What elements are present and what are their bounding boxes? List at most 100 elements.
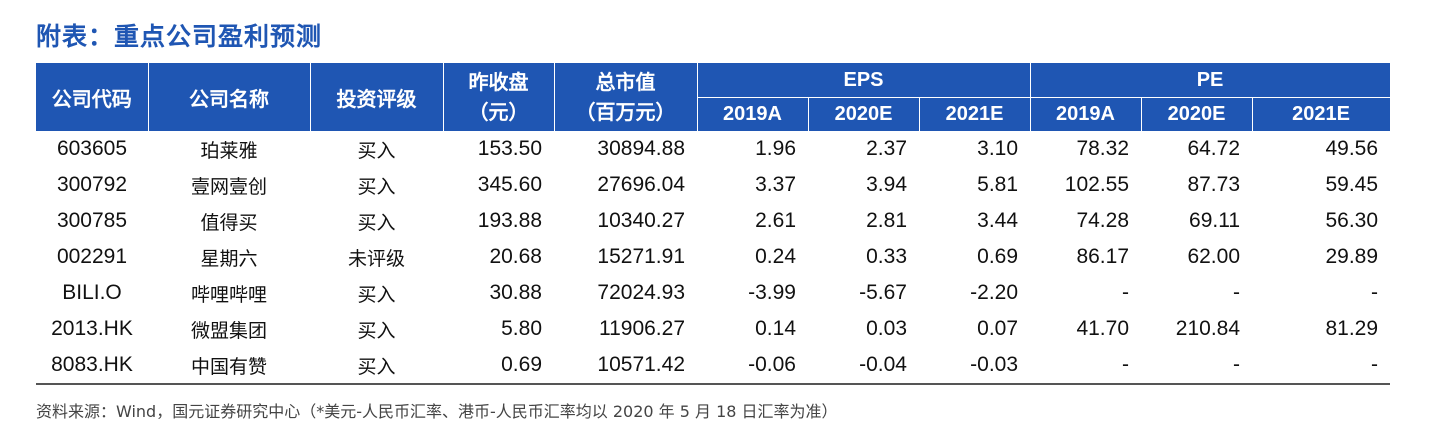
cell-pe-2019: 102.55 <box>1064 173 1130 196</box>
cell-close: 193.88 <box>477 209 542 232</box>
cell-rating: 买入 <box>310 347 443 385</box>
cell-pe-2020: 69.11 <box>1189 209 1241 232</box>
table-row: 2013.HK 微盟集团 买入 5.80 11906.27 0.14 0.03 … <box>36 311 1390 347</box>
cell-mcap: 72024.93 <box>597 281 685 304</box>
table-row: 300792 壹网壹创 买入 345.60 27696.04 3.37 3.94… <box>36 167 1390 203</box>
header-pe-2019: 2019A <box>1029 97 1142 131</box>
table-row: 8083.HK 中国有赞 买入 0.69 10571.42 -0.06 -0.0… <box>36 347 1391 385</box>
source-note: 资料来源：Wind，国元证券研究中心（*美元-人民币汇率、港币-人民币汇率均以 … <box>36 402 838 421</box>
page-title: 附表：重点公司盈利预测 <box>36 23 323 51</box>
cell-name: 珀莱雅 <box>200 139 258 162</box>
cell-name: 壹网壹创 <box>190 175 267 198</box>
table-row: BILI.O 哔哩哔哩 买入 30.88 72024.93 -3.99 -5.6… <box>36 275 1390 311</box>
cell-eps-2021: -2.20 <box>970 281 1019 304</box>
cell-pe-2021: - <box>1252 347 1391 385</box>
cell-pe-2019: 86.17 <box>1076 245 1130 268</box>
cell-code: 2013.HK <box>51 317 133 340</box>
cell-mcap: 15271.91 <box>597 245 685 268</box>
cell-eps-2020: -0.04 <box>808 347 919 385</box>
cell-name: 哔哩哔哩 <box>190 283 267 306</box>
cell-close: 345.60 <box>477 173 542 196</box>
cell-pe-2020: 64.72 <box>1187 137 1241 160</box>
header-rating: 投资评级 <box>309 63 444 131</box>
header-eps-2020: 2020E <box>807 97 920 131</box>
cell-pe-2019: - <box>1122 281 1130 304</box>
cell-code: 002291 <box>56 245 128 268</box>
cell-pe-2019: 78.32 <box>1076 137 1130 160</box>
cell-eps-2020: 2.37 <box>866 137 907 160</box>
cell-close: 5.80 <box>501 317 542 340</box>
cell-eps-2019: 2.61 <box>755 209 796 232</box>
header-close: 昨收盘 （元） <box>442 63 555 131</box>
cell-pe-2021: - <box>1371 281 1379 304</box>
cell-code: 8083.HK <box>36 347 148 385</box>
cell-pe-2019: 74.28 <box>1076 209 1130 232</box>
cell-mcap: 10571.42 <box>554 347 697 385</box>
cell-code: BILI.O <box>62 281 122 304</box>
header-eps-2021: 2021E <box>918 97 1031 131</box>
cell-eps-2019: 1.96 <box>755 137 796 160</box>
header-pe: PE <box>1029 63 1391 98</box>
cell-eps-2019: 0.14 <box>755 317 796 340</box>
cell-name: 中国有赞 <box>148 347 310 385</box>
cell-eps-2021: -0.03 <box>919 347 1031 385</box>
cell-pe-2020: 210.84 <box>1175 317 1241 340</box>
header-eps: EPS <box>696 63 1031 98</box>
header-eps-2019: 2019A <box>697 97 809 131</box>
cell-eps-2020: 3.94 <box>866 173 907 196</box>
header-name: 公司名称 <box>147 63 311 131</box>
cell-name: 微盟集团 <box>190 319 267 342</box>
cell-mcap: 27696.04 <box>597 173 685 196</box>
cell-rating: 买入 <box>357 319 396 342</box>
cell-pe-2020: - <box>1141 347 1253 385</box>
cell-close: 0.69 <box>443 347 554 385</box>
cell-eps-2021: 3.10 <box>977 137 1019 160</box>
cell-rating: 买入 <box>357 283 396 306</box>
cell-pe-2019: - <box>1030 347 1142 385</box>
cell-eps-2021: 0.07 <box>977 317 1019 340</box>
cell-eps-2019: -0.06 <box>697 347 808 385</box>
header-pe-2020: 2020E <box>1140 97 1253 131</box>
cell-eps-2021: 0.69 <box>977 245 1019 268</box>
cell-rating: 买入 <box>357 175 396 198</box>
header-close-line2: （元） <box>468 100 529 124</box>
header-code: 公司代码 <box>36 63 149 131</box>
cell-pe-2019: 41.70 <box>1076 317 1130 340</box>
cell-pe-2021: 81.29 <box>1325 317 1379 340</box>
header-mcap-line1: 总市值 <box>595 70 656 94</box>
cell-pe-2020: 62.00 <box>1187 245 1241 268</box>
cell-pe-2021: 59.45 <box>1325 173 1379 196</box>
cell-pe-2021: 29.89 <box>1325 245 1379 268</box>
cell-code: 300792 <box>56 173 128 196</box>
cell-close: 20.68 <box>489 245 542 268</box>
cell-close: 30.88 <box>489 281 542 304</box>
cell-eps-2020: 0.33 <box>866 245 907 268</box>
cell-name: 值得买 <box>200 211 258 234</box>
cell-rating: 买入 <box>357 211 396 234</box>
cell-pe-2021: 49.56 <box>1325 137 1379 160</box>
cell-eps-2020: 2.81 <box>866 209 907 232</box>
header-mcap-line2: （百万元） <box>575 100 676 124</box>
header-pe-2021: 2021E <box>1251 97 1391 131</box>
cell-pe-2020: 87.73 <box>1187 173 1241 196</box>
cell-eps-2021: 5.81 <box>977 173 1019 196</box>
table-row: 002291 星期六 未评级 20.68 15271.91 0.24 0.33 … <box>36 239 1390 275</box>
table-row: 603605 珀莱雅 买入 153.50 30894.88 1.96 2.37 … <box>36 131 1390 167</box>
cell-pe-2020: - <box>1233 281 1241 304</box>
earnings-forecast-table: 公司代码 公司名称 投资评级 昨收盘 （元） 总市值 （百万元） EPS PE … <box>36 63 1391 385</box>
cell-code: 300785 <box>56 209 128 232</box>
cell-mcap: 11906.27 <box>598 317 685 340</box>
cell-close: 153.50 <box>477 137 542 160</box>
cell-eps-2019: -3.99 <box>748 281 796 304</box>
cell-code: 603605 <box>56 137 128 160</box>
cell-mcap: 10340.27 <box>597 209 685 232</box>
cell-eps-2020: 0.03 <box>866 317 907 340</box>
cell-mcap: 30894.88 <box>597 137 685 160</box>
cell-name: 星期六 <box>200 247 258 270</box>
cell-eps-2019: 0.24 <box>755 245 796 268</box>
header-mcap: 总市值 （百万元） <box>553 63 698 131</box>
cell-pe-2021: 56.30 <box>1325 209 1379 232</box>
table-row: 300785 值得买 买入 193.88 10340.27 2.61 2.81 … <box>36 203 1390 239</box>
cell-rating: 未评级 <box>347 247 405 270</box>
cell-eps-2020: -5.67 <box>859 281 907 304</box>
